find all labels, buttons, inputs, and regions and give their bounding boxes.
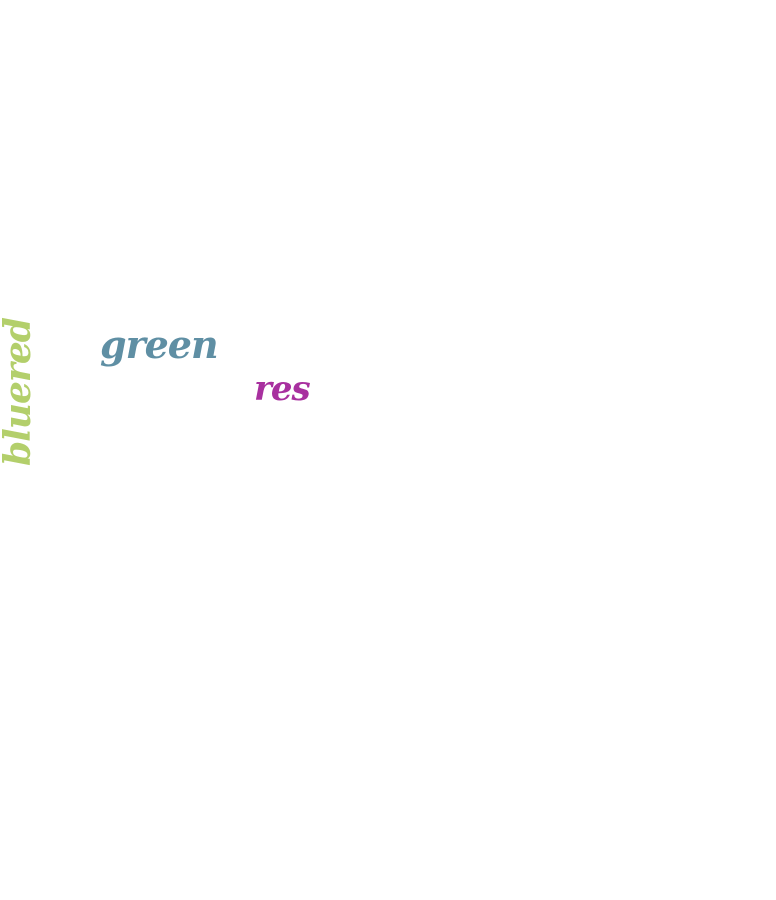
- word-green: green: [100, 322, 219, 367]
- word-res: res: [254, 369, 311, 409]
- word-bluered: bluered: [0, 318, 39, 466]
